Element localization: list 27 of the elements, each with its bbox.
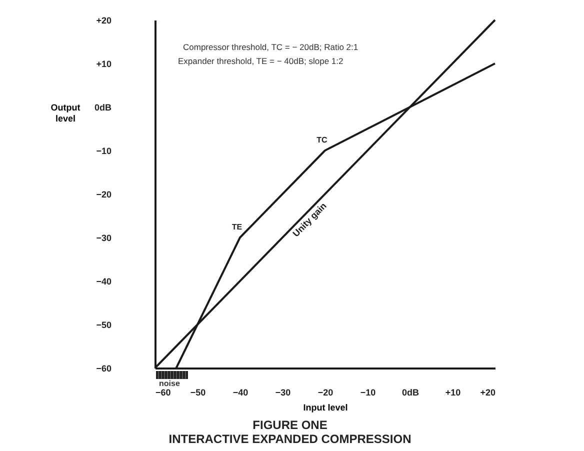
x-tick-label: +20 — [480, 388, 496, 398]
y-tick-label: +20 — [96, 16, 112, 26]
annotation: Expander threshold, TE = − 40dB; slope 1:2 — [178, 56, 344, 66]
x-axis-title: Input level — [303, 402, 348, 412]
x-tick-label: −20 — [318, 388, 334, 398]
annotation: TC — [316, 136, 328, 144]
y-tick-label: −60 — [96, 364, 112, 374]
x-tick-label: +10 — [445, 388, 461, 398]
y-tick-label: −40 — [96, 276, 112, 286]
y-tick-label: −50 — [96, 320, 112, 330]
y-tick-label: −30 — [96, 233, 112, 243]
y-tick-label: +10 — [96, 59, 112, 69]
text: noise — [159, 379, 180, 388]
x-tick-label: 0dB — [402, 388, 420, 398]
annotation: TE — [232, 222, 243, 232]
y-tick-label: 0dB — [94, 102, 112, 112]
x-tick-label: −60 — [156, 388, 171, 398]
x-tick-label: −50 — [190, 388, 206, 398]
annotation: Compressor threshold, TC = − 20dB; Ratio 2:1 — [183, 42, 358, 52]
y-axis-title: Output level — [50, 102, 80, 124]
x-tick-label: −10 — [360, 388, 376, 398]
text: INTERACTIVE EXPANDED COMPRESSION — [168, 432, 412, 446]
x-tick-label: −30 — [275, 388, 291, 398]
y-tick-label: −20 — [96, 190, 112, 200]
text: FIGURE ONE — [252, 418, 328, 432]
x-tick-label: −40 — [232, 388, 248, 398]
y-tick-label: −10 — [96, 146, 112, 156]
